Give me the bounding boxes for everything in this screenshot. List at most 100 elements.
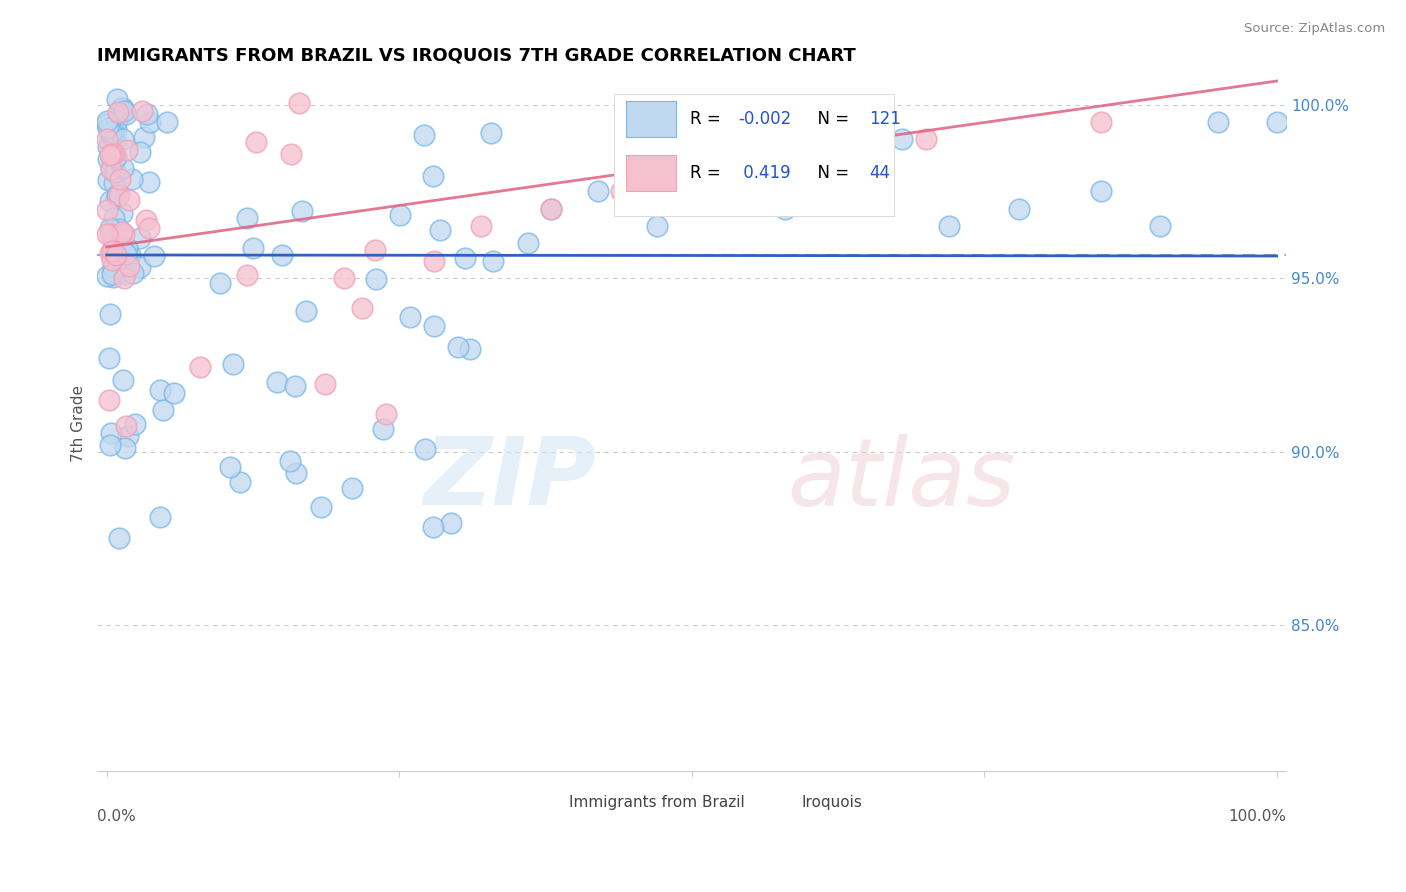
Point	[96, 227, 118, 241]
Point	[540, 202, 562, 216]
Point	[105, 188, 128, 202]
Point	[107, 531, 129, 545]
Point	[111, 235, 134, 250]
Point	[364, 244, 387, 258]
Point	[447, 341, 470, 355]
Point	[112, 103, 135, 118]
Point	[399, 310, 422, 324]
Point	[115, 107, 138, 121]
Point	[1265, 115, 1288, 129]
Text: Source: ZipAtlas.com: Source: ZipAtlas.com	[1244, 22, 1385, 36]
Point	[481, 253, 503, 268]
Point	[100, 253, 122, 268]
Point	[105, 247, 128, 261]
Point	[352, 301, 374, 315]
Point	[333, 271, 356, 285]
Point	[135, 212, 157, 227]
Point	[96, 132, 118, 146]
Point	[108, 222, 131, 236]
Point	[440, 516, 463, 530]
Point	[103, 164, 125, 178]
Point	[108, 265, 131, 279]
Point	[100, 125, 122, 139]
Point	[470, 219, 492, 233]
Point	[103, 211, 125, 226]
Point	[242, 241, 264, 255]
Point	[270, 248, 292, 262]
Point	[704, 167, 727, 181]
Point	[138, 175, 160, 189]
Text: R =: R =	[690, 111, 727, 128]
Point	[228, 475, 250, 490]
Point	[118, 248, 141, 262]
FancyBboxPatch shape	[531, 789, 557, 816]
Point	[422, 520, 444, 534]
Point	[129, 145, 152, 160]
Point	[458, 342, 481, 356]
Point	[97, 351, 120, 366]
Point	[121, 172, 143, 186]
Point	[516, 236, 538, 251]
Point	[111, 101, 134, 115]
Point	[103, 229, 125, 244]
Point	[309, 500, 332, 514]
Point	[103, 227, 125, 242]
Point	[104, 134, 127, 148]
Point	[101, 269, 124, 284]
Point	[371, 422, 394, 436]
Text: Immigrants from Brazil: Immigrants from Brazil	[569, 795, 745, 810]
Point	[97, 121, 120, 136]
Point	[103, 241, 125, 255]
Point	[366, 272, 388, 286]
FancyBboxPatch shape	[626, 155, 676, 192]
Text: 0.419: 0.419	[738, 164, 790, 182]
Point	[98, 194, 121, 208]
Point	[111, 206, 134, 220]
Point	[103, 260, 125, 274]
Point	[280, 147, 302, 161]
Point	[245, 135, 267, 149]
Point	[1090, 185, 1112, 199]
Point	[645, 219, 668, 233]
Point	[138, 221, 160, 235]
Point	[98, 307, 121, 321]
Point	[342, 481, 364, 495]
Point	[110, 102, 132, 116]
Point	[104, 150, 127, 164]
Point	[97, 140, 120, 154]
Point	[107, 105, 129, 120]
Point	[117, 241, 139, 255]
Point	[104, 244, 127, 259]
Point	[114, 267, 136, 281]
Point	[105, 92, 128, 106]
Point	[1008, 202, 1031, 216]
Point	[112, 374, 135, 388]
Point	[294, 303, 316, 318]
Point	[222, 357, 245, 371]
Point	[704, 167, 727, 181]
Point	[610, 185, 633, 199]
Point	[142, 249, 165, 263]
Point	[100, 162, 122, 177]
Point	[938, 219, 960, 233]
Point	[375, 407, 398, 421]
Point	[105, 254, 128, 268]
Point	[98, 393, 121, 408]
Point	[891, 132, 914, 146]
Point	[134, 130, 156, 145]
Point	[112, 271, 135, 285]
Point	[236, 211, 259, 225]
Point	[117, 429, 139, 443]
Text: R =: R =	[690, 164, 727, 182]
Point	[218, 460, 240, 475]
Point	[98, 227, 121, 241]
Point	[236, 268, 259, 282]
Point	[100, 426, 122, 441]
Point	[114, 247, 136, 261]
Point	[112, 227, 135, 241]
Point	[96, 116, 118, 130]
Point	[104, 263, 127, 277]
Point	[118, 259, 141, 273]
Point	[1090, 115, 1112, 129]
Point	[429, 222, 451, 236]
